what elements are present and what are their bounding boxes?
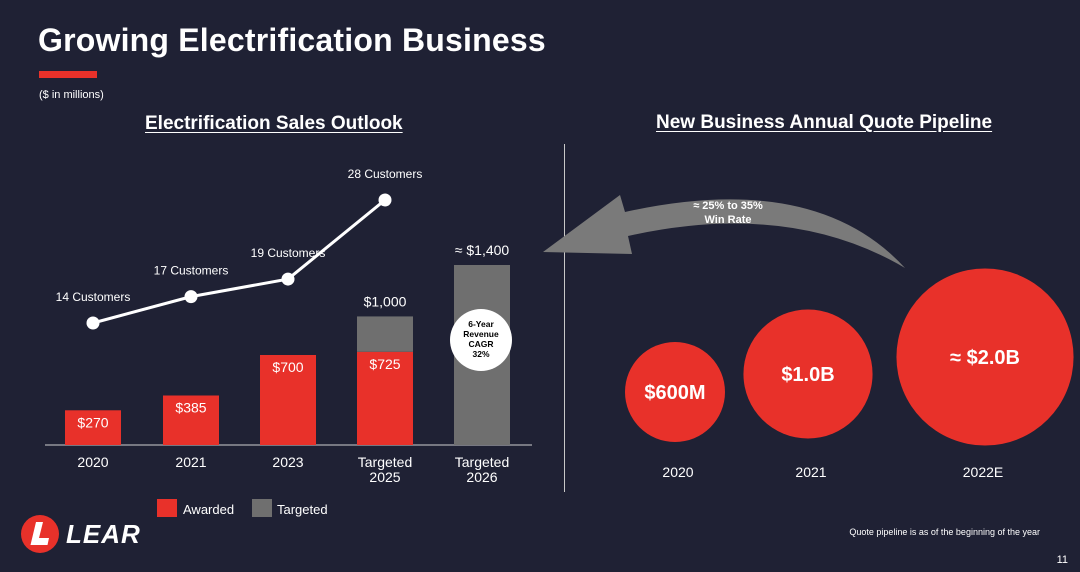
pipeline-year-label: 2021: [795, 464, 826, 480]
pipeline-bubble-label: $600M: [644, 382, 705, 404]
x-tick-label: Targeted 2025: [358, 454, 412, 485]
quote-pipeline-title: New Business Annual Quote Pipeline: [656, 112, 993, 133]
bar-awarded: [163, 395, 219, 445]
cagr-badge: [450, 309, 512, 371]
customers-label: 17 Customers: [154, 264, 229, 278]
legend-swatch-awarded: [157, 499, 177, 517]
footnote: Quote pipeline is as of the beginning of…: [849, 527, 1040, 537]
x-tick-label: 2023: [272, 454, 303, 470]
win-rate-label: ≈ 25% to 35% Win Rate: [693, 200, 763, 226]
page-title: Growing Electrification Business: [38, 22, 546, 58]
pipeline-bubble-label: ≈ $2.0B: [950, 347, 1020, 369]
sales-outlook-title: Electrification Sales Outlook: [145, 113, 403, 134]
bar-total-label: $1,000: [364, 293, 407, 309]
lear-logo-mark: [21, 515, 59, 553]
cagr-badge-text: 6-Year Revenue CAGR 32%: [463, 319, 499, 359]
pipeline-bubble: [625, 342, 725, 442]
customers-point: [378, 193, 392, 207]
customers-point: [184, 290, 198, 304]
bar-awarded: [260, 355, 316, 445]
bar-value-label: $385: [175, 400, 206, 416]
legend-label-awarded: Awarded: [183, 502, 234, 517]
title-accent-bar: [39, 71, 97, 78]
pipeline-bubble: [743, 309, 873, 439]
x-tick-label: 2021: [175, 454, 206, 470]
page-number: 11: [1056, 554, 1068, 566]
customers-label: 14 Customers: [56, 290, 131, 304]
bar-awarded: [65, 410, 121, 445]
customers-point: [281, 272, 295, 286]
x-tick-label: Targeted 2026: [455, 454, 509, 485]
lear-logo: LEAR: [20, 514, 141, 554]
bar-targeted: [357, 316, 413, 352]
section-divider: [564, 144, 565, 492]
bar-value-label: $270: [77, 414, 108, 430]
customers-point: [86, 316, 100, 330]
customers-label: 19 Customers: [251, 246, 326, 260]
pipeline-bubble-label: $1.0B: [781, 364, 834, 386]
bar-awarded: [357, 351, 413, 445]
pipeline-bubble: [896, 268, 1074, 446]
units-note: ($ in millions): [39, 89, 104, 101]
bar-value-label: $725: [369, 356, 400, 372]
bar-value-label: $700: [272, 359, 303, 375]
x-tick-label: 2020: [77, 454, 108, 470]
pipeline-year-label: 2022E: [963, 464, 1003, 480]
legend-swatch-targeted: [252, 499, 272, 517]
legend-label-targeted: Targeted: [277, 502, 328, 517]
win-rate-arrow: [543, 195, 905, 268]
pipeline-year-label: 2020: [662, 464, 693, 480]
bar-total-label: ≈ $1,400: [455, 242, 510, 258]
lear-logo-text: LEAR: [66, 518, 141, 549]
customers-label: 28 Customers: [348, 167, 423, 181]
customers-line: [92, 198, 386, 325]
